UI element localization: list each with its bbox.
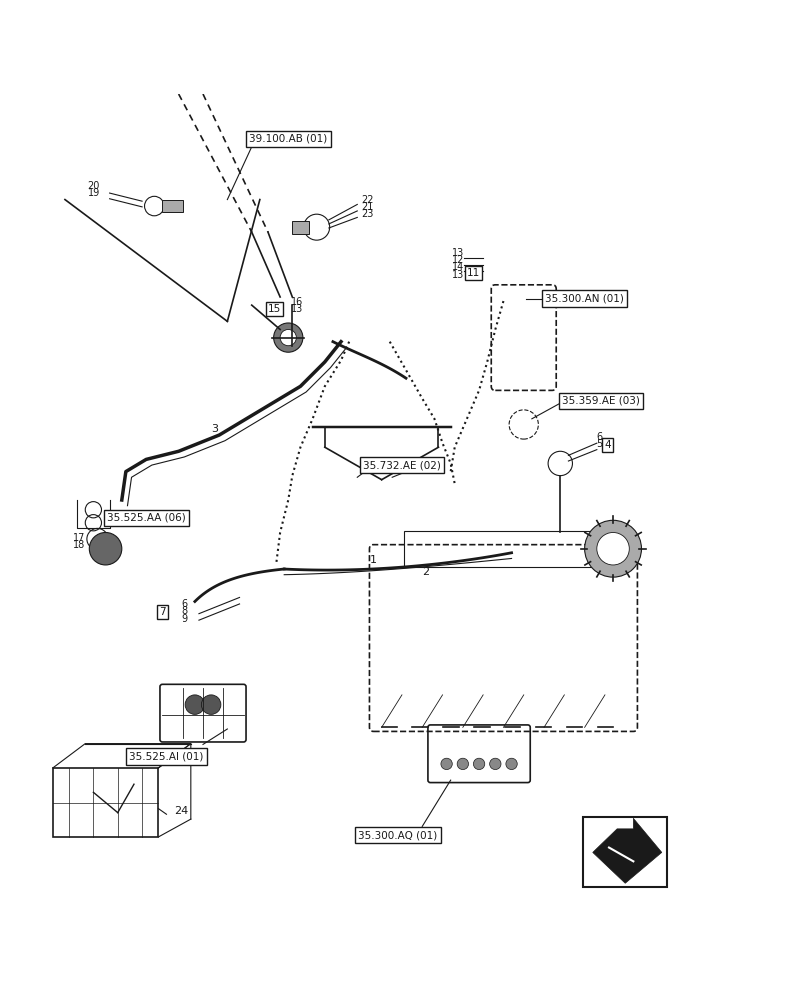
- Text: 23: 23: [361, 209, 373, 219]
- Text: 16: 16: [290, 297, 303, 307]
- Text: 14: 14: [451, 262, 463, 272]
- Circle shape: [89, 532, 122, 565]
- Bar: [53, 768, 158, 837]
- Text: 3: 3: [211, 424, 218, 434]
- Text: 10: 10: [410, 462, 423, 472]
- Text: 35.359.AE (03): 35.359.AE (03): [561, 396, 639, 406]
- Text: 35.525.AI (01): 35.525.AI (01): [129, 752, 204, 762]
- Circle shape: [201, 695, 221, 714]
- Circle shape: [280, 329, 296, 346]
- Text: 12: 12: [451, 255, 463, 265]
- Text: 8: 8: [181, 606, 187, 616]
- Bar: [162, 200, 182, 212]
- Text: 11: 11: [466, 268, 479, 278]
- Text: 35.300.AQ (01): 35.300.AQ (01): [358, 830, 437, 840]
- Text: 13: 13: [451, 248, 463, 258]
- Text: 19: 19: [88, 188, 100, 198]
- Text: 22: 22: [361, 195, 373, 205]
- Bar: [292, 221, 308, 234]
- Text: 2: 2: [422, 567, 429, 577]
- Text: 6: 6: [595, 432, 602, 442]
- Polygon shape: [592, 818, 661, 883]
- Text: 35.300.AN (01): 35.300.AN (01): [544, 294, 624, 304]
- Circle shape: [185, 695, 204, 714]
- Circle shape: [473, 758, 484, 770]
- Text: 9: 9: [181, 614, 187, 624]
- Text: 6: 6: [181, 599, 187, 609]
- Circle shape: [273, 323, 303, 352]
- Circle shape: [596, 532, 629, 565]
- Text: 21: 21: [361, 202, 373, 212]
- Circle shape: [489, 758, 500, 770]
- Circle shape: [505, 758, 517, 770]
- Text: 15: 15: [268, 304, 281, 314]
- Text: 13: 13: [451, 270, 463, 280]
- Text: 13: 13: [290, 304, 303, 314]
- Text: 5: 5: [595, 439, 602, 449]
- Text: 35.525.AA (06): 35.525.AA (06): [107, 513, 185, 523]
- Text: 4: 4: [603, 440, 610, 450]
- Text: 18: 18: [73, 540, 85, 550]
- Text: 17: 17: [73, 533, 85, 543]
- Text: 1: 1: [369, 555, 376, 565]
- Text: 7: 7: [159, 607, 165, 617]
- Circle shape: [584, 520, 641, 577]
- Circle shape: [457, 758, 468, 770]
- Text: 35.732.AE (02): 35.732.AE (02): [363, 460, 440, 470]
- Circle shape: [440, 758, 452, 770]
- Text: 20: 20: [88, 181, 100, 191]
- Text: 39.100.AB (01): 39.100.AB (01): [249, 134, 327, 144]
- Text: 24: 24: [174, 806, 189, 816]
